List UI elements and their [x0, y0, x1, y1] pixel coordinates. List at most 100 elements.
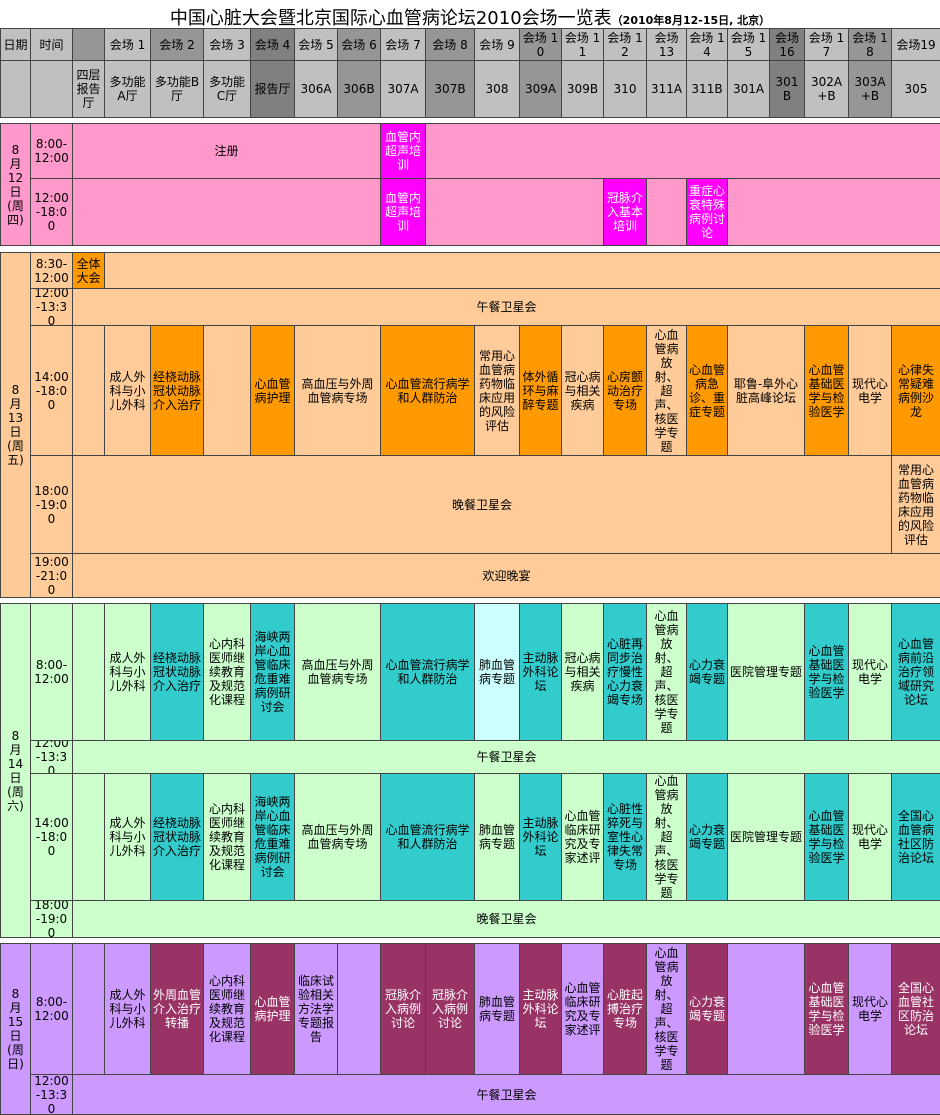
session-cell: 海峡两岸心血管临床危重难病例研讨会 [250, 773, 295, 901]
venue-room: 309B [561, 60, 604, 118]
session-cell: 心血管流行病学和人群防治 [380, 325, 475, 456]
session-cell: 现代心电学 [848, 773, 892, 901]
venue-room: 309A [519, 60, 562, 118]
session-cell: 心脏性猝死与室性心律失常专场 [603, 773, 647, 901]
empty-cell [104, 252, 940, 289]
session-cell: 现代心电学 [848, 325, 892, 456]
session-cell: 主动脉外科论坛 [519, 603, 562, 741]
venue-name: 会场 14 [686, 28, 728, 61]
venue-room: 多功能B厅 [150, 60, 204, 118]
session-cell: 经桡动脉冠状动脉介入治疗 [150, 325, 204, 456]
venue-room: 302A+B [804, 60, 849, 118]
time-cell: 12:00-13:30 [30, 1074, 73, 1115]
session-cell: 冠脉介入病例讨论 [380, 943, 426, 1075]
date-cell: 8月14日(周六) [0, 603, 31, 938]
venue-room: 306B [337, 60, 381, 118]
header-cell: 时间 [30, 28, 73, 61]
session-cell: 临床试验相关方法学专题报告 [294, 943, 338, 1075]
session-cell: 心内科医师继续教育及规范化课程 [203, 943, 251, 1075]
empty-cell [425, 178, 604, 246]
time-cell: 18:00-19:00 [30, 900, 73, 938]
session-cell: 注册 [72, 123, 381, 179]
session-cell: 重症心衰特殊病例讨论 [686, 178, 728, 246]
session-cell: 全国心血管病社区防治论坛 [891, 773, 940, 901]
session-cell: 常用心血管病药物临床应用的风险评估 [891, 455, 940, 554]
session-cell: 冠心病与相关疾病 [561, 325, 604, 456]
session-cell: 主动脉外科论坛 [519, 773, 562, 901]
session-cell: 心血管病急诊、重症专题 [686, 325, 728, 456]
session-cell: 医院管理专题 [727, 773, 805, 901]
venue-room: 307A [380, 60, 426, 118]
session-cell: 午餐卫星会 [72, 288, 940, 326]
session-cell: 心力衰竭专题 [686, 603, 728, 741]
venue-room: 310 [603, 60, 647, 118]
session-cell: 体外循环与麻醉专题 [519, 325, 562, 456]
date-cell: 8月13日(周五) [0, 252, 31, 598]
session-cell: 肺血管病专题 [474, 773, 520, 901]
session-cell: 心血管病护理 [250, 325, 295, 456]
empty-cell [72, 325, 105, 456]
venue-name: 会场 12 [603, 28, 647, 61]
empty-cell [203, 325, 251, 456]
venue-name: 会场19 [891, 28, 940, 61]
session-cell: 午餐卫星会 [72, 740, 940, 774]
session-cell: 成人外科与小儿外科 [104, 325, 151, 456]
session-cell: 心力衰竭专题 [686, 773, 728, 901]
date-cell: 8月12日(周四) [0, 123, 31, 246]
empty-cell [646, 178, 687, 246]
session-cell: 晚餐卫星会 [72, 900, 940, 938]
session-cell: 心血管流行病学和人群防治 [380, 773, 475, 901]
session-cell: 成人外科与小儿外科 [104, 603, 151, 741]
session-cell: 心律失常疑难病例沙龙 [891, 325, 940, 456]
venue-room: 311A [646, 60, 687, 118]
session-cell: 欢迎晚宴 [72, 553, 940, 598]
session-cell: 成人外科与小儿外科 [104, 773, 151, 901]
empty-cell [425, 123, 940, 179]
session-cell: 心血管基础医学与检验医学 [804, 943, 849, 1075]
session-cell: 海峡两岸心血管临床危重难病例研讨会 [250, 603, 295, 741]
session-cell: 心血管基础医学与检验医学 [804, 603, 849, 741]
session-cell: 心血管病放射、超声、核医学专题 [646, 603, 687, 741]
venue-name: 会场 1 [104, 28, 151, 61]
session-cell: 全国心血管社区防治论坛 [891, 943, 940, 1075]
session-cell: 心血管病放射、超声、核医学专题 [646, 773, 687, 901]
empty-cell [72, 943, 105, 1075]
venue-room: 报告厅 [250, 60, 295, 118]
session-cell: 外周血管介入治疗转播 [150, 943, 204, 1075]
session-cell: 午餐卫星会 [72, 1074, 940, 1115]
venue-room: 306A [294, 60, 338, 118]
session-cell: 心血管基础医学与检验医学 [804, 773, 849, 901]
session-cell: 常用心血管病药物临床应用的风险评估 [474, 325, 520, 456]
session-cell: 肺血管病专题 [474, 943, 520, 1075]
venue-room: 305 [891, 60, 940, 118]
header-cell: 日期 [0, 28, 31, 61]
session-cell: 心内科医师继续教育及规范化课程 [203, 773, 251, 901]
venue-name: 会场 17 [804, 28, 849, 61]
venue-name: 会场 7 [380, 28, 426, 61]
session-cell: 心血管临床研究及专家述评 [561, 773, 604, 901]
session-cell: 高血压与外周血管病专场 [294, 603, 381, 741]
header-cell [0, 60, 31, 118]
venue-name: 会场 8 [425, 28, 475, 61]
venue-name: 会场 15 [727, 28, 770, 61]
session-cell: 心脏再同步治疗慢性心力衰竭专场 [603, 603, 647, 741]
session-cell: 心力衰竭专题 [686, 943, 728, 1075]
session-cell: 心血管临床研究及专家述评 [561, 943, 604, 1075]
session-cell: 主动脉外科论坛 [519, 943, 562, 1075]
title: 中国心脏大会暨北京国际心血管病论坛2010会场一览表 [169, 8, 612, 29]
title-block: 中国心脏大会暨北京国际心血管病论坛2010会场一览表（2010年8月12-15日… [0, 4, 940, 30]
session-cell: 冠脉介入病例讨论 [425, 943, 475, 1075]
time-cell: 19:00-21:00 [30, 553, 73, 598]
session-cell: 冠脉介入基本培训 [603, 178, 647, 246]
time-cell: 18:00-19:00 [30, 455, 73, 554]
time-cell: 8:00-12:00 [30, 943, 73, 1075]
session-cell: 全体大会 [72, 252, 105, 289]
venue-room: 301A [727, 60, 770, 118]
session-cell: 心血管病护理 [250, 943, 295, 1075]
venue-name: 会场 6 [337, 28, 381, 61]
session-cell: 心脏起搏治疗专场 [603, 943, 647, 1075]
venue-room: 多功能A厅 [104, 60, 151, 118]
venue-name: 会场 16 [769, 28, 805, 61]
empty-cell [727, 178, 940, 246]
venue-room: 多功能C厅 [203, 60, 251, 118]
